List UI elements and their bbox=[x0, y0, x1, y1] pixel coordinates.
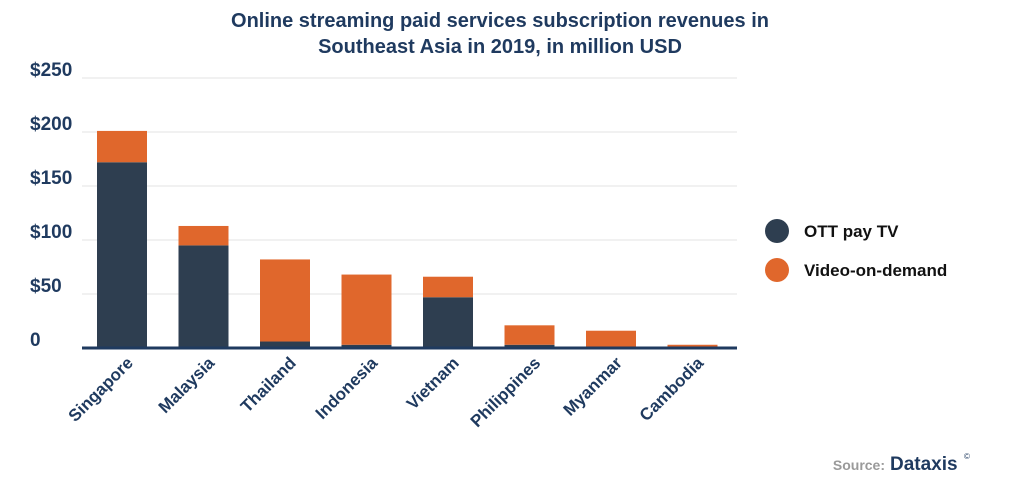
bar-singapore-video-on-demand bbox=[97, 130, 147, 163]
chart-title-line-1: Online streaming paid services subscript… bbox=[231, 10, 769, 32]
source-copyright-mark: © bbox=[964, 452, 970, 461]
x-tick-label-indonesia: Indonesia bbox=[312, 353, 382, 423]
bar-philippines-video-on-demand bbox=[504, 325, 555, 345]
bar-cambodia-video-on-demand bbox=[667, 344, 718, 348]
bar-thailand-video-on-demand bbox=[260, 259, 310, 342]
bar-malaysia-ott-pay-tv bbox=[178, 245, 229, 348]
source-label: Source: bbox=[833, 457, 885, 473]
y-tick-label-200: $200 bbox=[30, 114, 72, 135]
y-tick-label-150: $150 bbox=[30, 168, 72, 189]
x-tick-label-cambodia: Cambodia bbox=[636, 353, 708, 425]
x-tick-label-philippines: Philippines bbox=[467, 353, 545, 431]
chart-title-line-2: Southeast Asia in 2019, in million USD bbox=[318, 36, 682, 58]
y-tick-label-100: $100 bbox=[30, 222, 72, 243]
source-credit: Source: Dataxis © bbox=[833, 452, 970, 475]
x-tick-label-vietnam: Vietnam bbox=[403, 353, 463, 413]
bar-vietnam-video-on-demand bbox=[423, 276, 473, 298]
bar-thailand-ott-pay-tv bbox=[260, 341, 310, 348]
x-tick-label-singapore: Singapore bbox=[65, 353, 137, 425]
bar-singapore-ott-pay-tv bbox=[97, 162, 147, 348]
x-tick-label-myanmar: Myanmar bbox=[560, 353, 626, 419]
y-tick-label-250: $250 bbox=[30, 60, 72, 81]
x-tick-label-thailand: Thailand bbox=[237, 353, 300, 416]
bar-philippines-ott-pay-tv bbox=[504, 344, 555, 348]
legend-swatch-ott-pay-tv bbox=[765, 219, 789, 243]
y-axis-ticks: 0 $50 $100 $150 $200 $250 bbox=[30, 60, 72, 351]
bar-myanmar-video-on-demand bbox=[586, 330, 636, 348]
y-tick-label-0: 0 bbox=[30, 330, 41, 351]
legend-swatch-video-on-demand bbox=[765, 258, 789, 282]
bar-indonesia-video-on-demand bbox=[341, 274, 392, 345]
y-tick-label-50: $50 bbox=[30, 276, 62, 297]
bars bbox=[97, 130, 718, 348]
bar-malaysia-video-on-demand bbox=[178, 225, 229, 246]
source-brand: Dataxis bbox=[890, 454, 958, 475]
legend-label-ott-pay-tv: OTT pay TV bbox=[804, 222, 899, 241]
bar-indonesia-ott-pay-tv bbox=[341, 344, 392, 348]
legend-label-video-on-demand: Video-on-demand bbox=[804, 261, 947, 280]
x-axis-ticks: Singapore Malaysia Thailand Indonesia Vietna… bbox=[65, 353, 708, 431]
x-tick-label-malaysia: Malaysia bbox=[155, 353, 219, 417]
legend: OTT pay TV Video-on-demand bbox=[765, 219, 947, 282]
bar-vietnam-ott-pay-tv bbox=[423, 297, 473, 348]
